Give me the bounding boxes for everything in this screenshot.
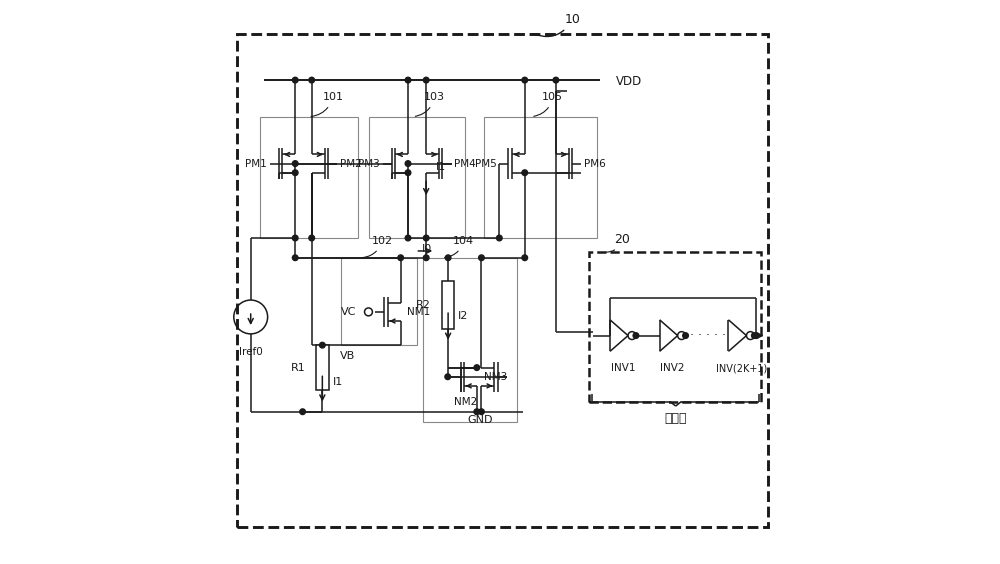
Bar	[423, 258, 517, 422]
Circle shape	[633, 333, 639, 338]
Text: PM3: PM3	[358, 158, 380, 169]
Text: PM5: PM5	[475, 158, 497, 169]
Circle shape	[683, 333, 688, 338]
Circle shape	[309, 77, 315, 83]
Circle shape	[752, 333, 757, 338]
Circle shape	[309, 235, 315, 241]
Text: 103: 103	[415, 92, 445, 116]
Bar	[237, 34, 768, 527]
Circle shape	[405, 170, 411, 175]
Bar	[316, 345, 329, 390]
Circle shape	[292, 170, 298, 175]
Text: VC: VC	[341, 307, 356, 317]
Circle shape	[398, 255, 403, 261]
Text: PM4: PM4	[454, 158, 476, 169]
Text: PM2: PM2	[340, 158, 362, 169]
Text: NM3: NM3	[484, 372, 508, 382]
Circle shape	[479, 255, 484, 261]
Bar	[589, 252, 761, 402]
Circle shape	[423, 255, 429, 261]
Circle shape	[522, 255, 528, 261]
Text: GND: GND	[468, 415, 493, 425]
Text: 102: 102	[363, 236, 393, 258]
Text: PM6: PM6	[584, 158, 606, 169]
Bar	[260, 117, 358, 238]
Circle shape	[405, 161, 411, 166]
Circle shape	[292, 77, 298, 83]
Text: 奇数个: 奇数个	[664, 412, 687, 425]
Bar	[442, 280, 454, 328]
Circle shape	[474, 365, 480, 371]
Text: INV(2K+1): INV(2K+1)	[716, 363, 767, 373]
Text: I0: I0	[422, 244, 432, 254]
Circle shape	[445, 374, 451, 380]
Circle shape	[423, 235, 429, 241]
Text: 104: 104	[445, 236, 474, 258]
Text: 105: 105	[534, 92, 563, 116]
Circle shape	[320, 342, 325, 348]
Text: R1: R1	[291, 363, 305, 373]
Circle shape	[292, 255, 298, 261]
Text: NM2: NM2	[454, 397, 477, 407]
Circle shape	[405, 235, 411, 241]
Circle shape	[474, 409, 480, 415]
Bar	[341, 258, 417, 345]
Text: NM1: NM1	[407, 307, 431, 317]
Circle shape	[292, 161, 298, 166]
Text: I2: I2	[458, 311, 469, 321]
Text: · · · · · ·: · · · · · ·	[682, 329, 726, 342]
Circle shape	[300, 409, 305, 415]
Circle shape	[522, 77, 528, 83]
Text: I1: I1	[436, 162, 447, 172]
Circle shape	[479, 409, 484, 415]
Text: INV1: INV1	[611, 363, 635, 373]
Circle shape	[292, 235, 298, 241]
Circle shape	[405, 77, 411, 83]
Text: VDD: VDD	[616, 75, 642, 89]
Text: R2: R2	[416, 299, 431, 310]
Circle shape	[445, 255, 451, 261]
Circle shape	[753, 333, 759, 338]
Circle shape	[497, 235, 502, 241]
Circle shape	[423, 77, 429, 83]
Text: 10: 10	[534, 12, 581, 37]
Text: VB: VB	[340, 351, 356, 362]
Text: 20: 20	[606, 232, 630, 252]
Text: Iref0: Iref0	[239, 347, 263, 357]
Circle shape	[522, 170, 528, 175]
Text: PM1: PM1	[245, 158, 267, 169]
Text: I1: I1	[332, 377, 343, 387]
Text: INV2: INV2	[660, 363, 685, 373]
Text: 101: 101	[311, 92, 343, 117]
Bar	[369, 117, 465, 238]
Circle shape	[553, 77, 559, 83]
Bar	[484, 117, 597, 238]
